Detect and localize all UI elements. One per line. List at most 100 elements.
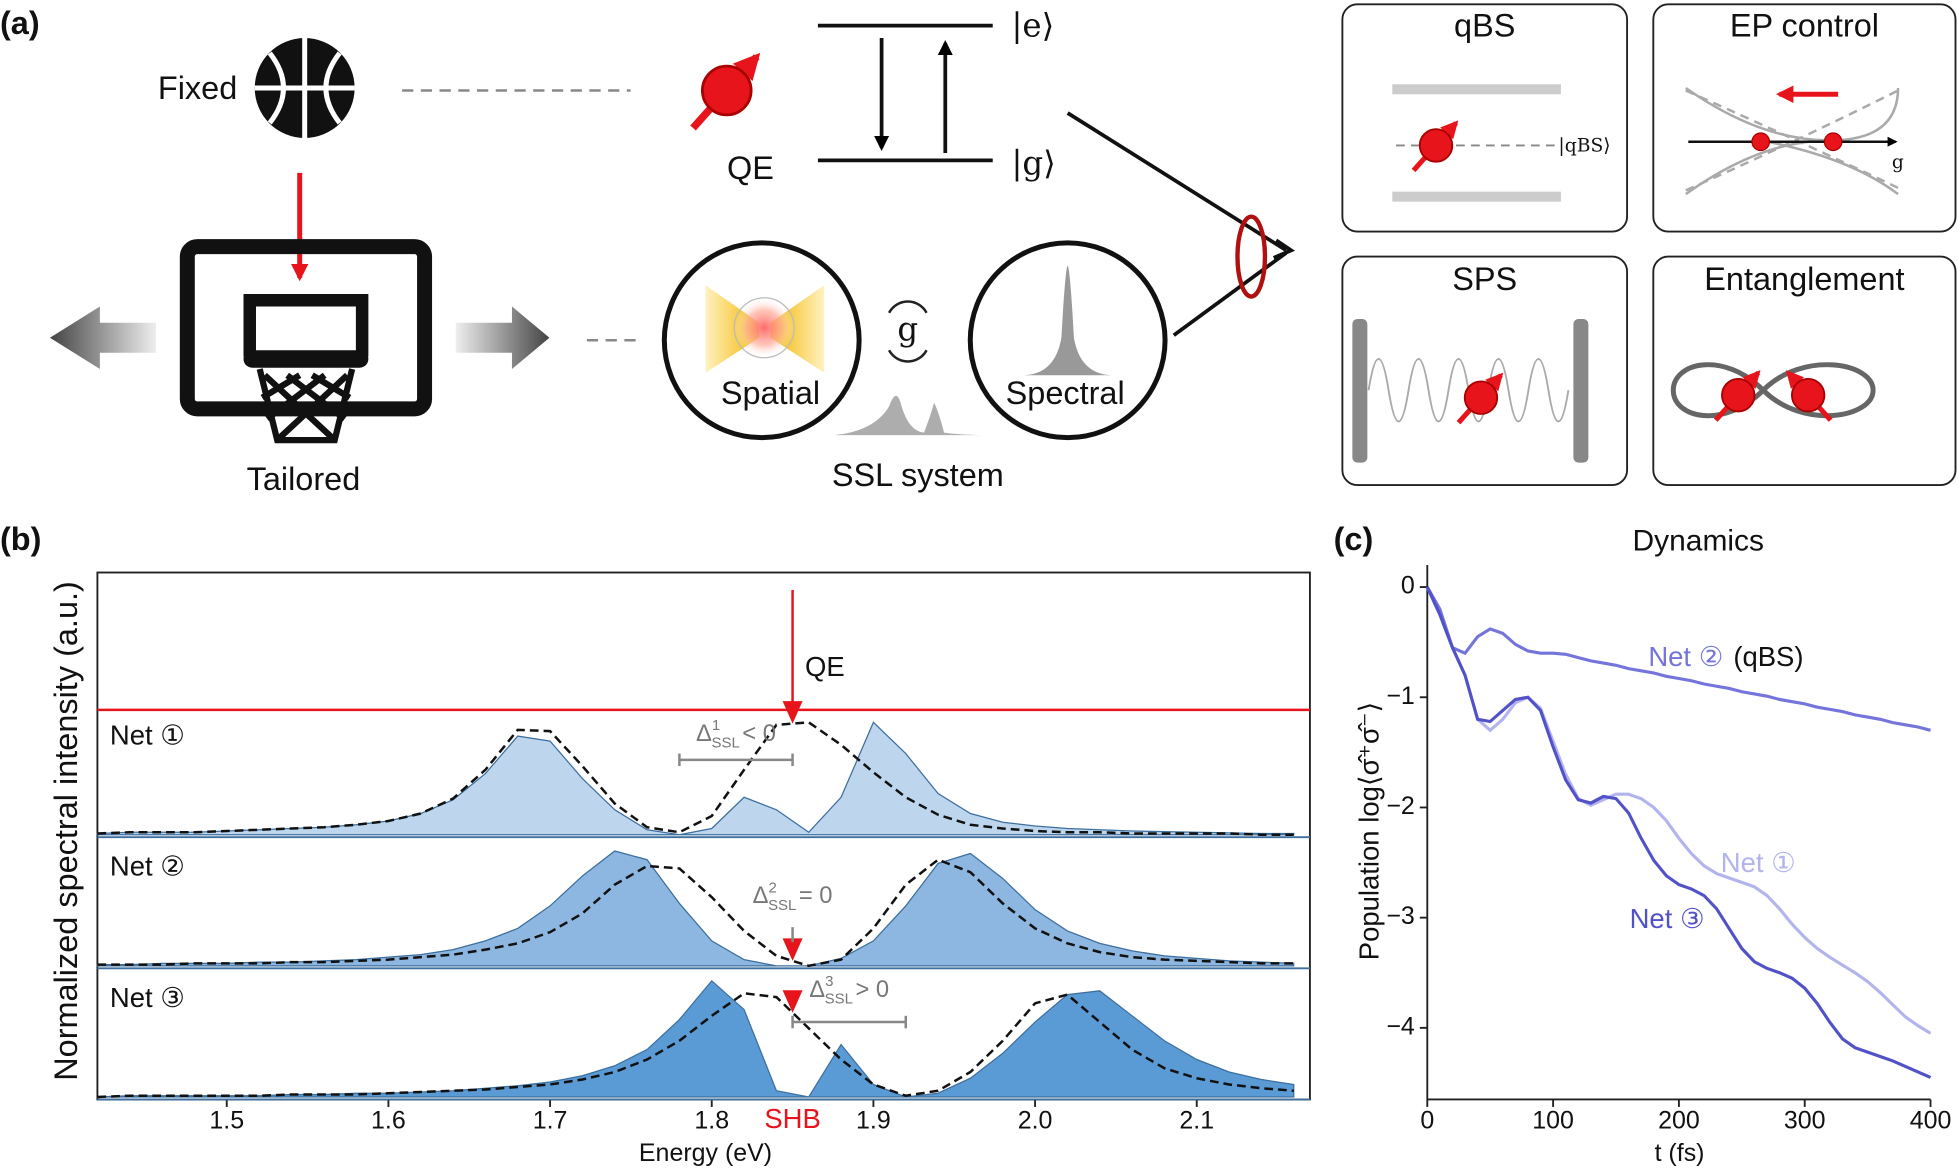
bowtie [770, 285, 825, 373]
dashed-spectrum [97, 858, 1294, 968]
delta-sub: SSL [825, 991, 853, 1008]
qe-label: QE [727, 150, 774, 186]
panel-label: (b) [0, 521, 41, 557]
series-line [1425, 586, 1932, 1035]
dashed-spectrum [97, 721, 1294, 836]
app-box [1341, 3, 1629, 233]
y-tick-label: −3 [1386, 902, 1414, 930]
ep-axis-label: g [1892, 152, 1904, 173]
panel-net-label: Net ③ [110, 982, 185, 1013]
converge-arrow [1066, 111, 1288, 252]
ep-point [1823, 132, 1843, 152]
app-box [1652, 255, 1957, 487]
mirror [1352, 319, 1368, 463]
y-tick-label: −2 [1386, 792, 1414, 820]
series-note: (qBS) [1733, 641, 1803, 672]
ket-g: |g⟩ [1011, 144, 1055, 182]
diagram: Fixed Tailored QE |e⟩ |g⟩ Spatial Spectr… [49, 3, 1957, 497]
figure-eight [1670, 362, 1876, 419]
qe-marker [782, 701, 803, 724]
series-label: Net ③ [1630, 903, 1705, 934]
qe-icon [693, 57, 757, 128]
delta-label: Δ1 SSL < 0 [696, 717, 776, 751]
spectrum-area [96, 850, 1295, 967]
app-box [1341, 255, 1629, 487]
x-tick-label: 2.1 [1179, 1107, 1214, 1135]
delta-relation: > 0 [855, 977, 889, 1003]
x-tick-label: 1.7 [533, 1107, 568, 1135]
qbs-ket: |qBS⟩ [1558, 136, 1610, 157]
app-title: qBS [1454, 8, 1515, 44]
delta-relation: < 0 [742, 721, 776, 747]
y-tick-label: −4 [1386, 1012, 1415, 1040]
series-label: Net ① [1721, 847, 1796, 878]
app-box [1652, 3, 1957, 233]
x-tick-label: 1.5 [209, 1107, 244, 1135]
panel-label: (c) [1334, 521, 1374, 557]
arrow-left [49, 306, 157, 369]
ket-e: |e⟩ [1011, 7, 1054, 45]
delta-label: Δ3 SSL > 0 [809, 973, 889, 1007]
delta-label: Δ2 SSL = 0 [753, 879, 833, 913]
spectral-peak [1023, 265, 1112, 376]
delta-symbol: Δ [753, 883, 769, 909]
band [1392, 84, 1561, 95]
x-axis-label: Energy (eV) [639, 1139, 772, 1167]
spectral-label: Spectral [1006, 375, 1125, 411]
delta-symbol: Δ [696, 721, 712, 747]
chart-title: Dynamics [1633, 524, 1764, 557]
panel-net-label: Net ② [110, 851, 185, 882]
series-line [1425, 586, 1932, 1079]
arrow-right [455, 306, 550, 369]
band [1392, 191, 1561, 202]
y-axis-label: Population log⟨σ̂⁺σ̂⁻⟩ [1353, 702, 1384, 960]
ssl-label: SSL system [832, 457, 1004, 493]
x-tick-label: 400 [1910, 1107, 1952, 1135]
qe-marker [782, 990, 803, 1013]
y-tick-label: −1 [1386, 682, 1414, 710]
x-tick-label: 1.8 [694, 1107, 729, 1135]
spectrum-area [97, 979, 1295, 1098]
x-tick-label: 2.0 [1018, 1107, 1053, 1135]
panel-net-label: Net ① [110, 720, 185, 751]
delta-symbol: Δ [809, 977, 825, 1003]
tailored-label: Tailored [247, 461, 361, 497]
delta-sup: 2 [768, 879, 776, 896]
coupling-arrows [887, 300, 928, 363]
x-tick-label: 100 [1532, 1107, 1574, 1135]
x-tick-label: 0 [1420, 1107, 1434, 1135]
shb-label: SHB [764, 1103, 820, 1134]
hoop [179, 239, 433, 444]
y-tick-label: 0 [1401, 572, 1415, 600]
qe-marker [782, 938, 803, 961]
x-tick-label: 200 [1658, 1107, 1700, 1135]
fixed-label: Fixed [158, 70, 237, 106]
loop [1235, 214, 1268, 299]
delta-sup: 1 [712, 717, 720, 734]
delta-relation: = 0 [799, 883, 833, 909]
qe-label: QE [805, 651, 845, 682]
arrow-head [1272, 238, 1296, 260]
mirror [1573, 319, 1589, 463]
bowtie [705, 285, 760, 373]
app-title: Entanglement [1704, 261, 1904, 297]
app-title: SPS [1452, 261, 1517, 297]
y-axis-label: Normalized spectral intensity (a.u.) [48, 581, 84, 1081]
series-label: Net ② [1648, 641, 1723, 672]
series-line [1425, 586, 1931, 732]
delta-sub: SSL [768, 897, 796, 914]
spectra-panel: Normalized spectral intensity (a.u.) Ene… [48, 571, 1311, 1167]
app-title: EP control [1730, 8, 1879, 44]
mini-spectrum [834, 395, 989, 436]
coupling-label: g [897, 310, 918, 348]
ep-point [1751, 132, 1771, 152]
x-tick-label: 300 [1784, 1107, 1826, 1135]
delta-sup: 3 [825, 973, 833, 990]
x-tick-label: 1.9 [856, 1107, 891, 1135]
basketball [254, 38, 355, 138]
panel-label: (a) [0, 5, 40, 41]
x-tick-label: 1.6 [371, 1107, 406, 1135]
converge-arrow [1172, 251, 1288, 337]
dynamics-panel: Dynamics t (fs) Population log⟨σ̂⁺σ̂⁻⟩ 0… [1353, 524, 1951, 1167]
